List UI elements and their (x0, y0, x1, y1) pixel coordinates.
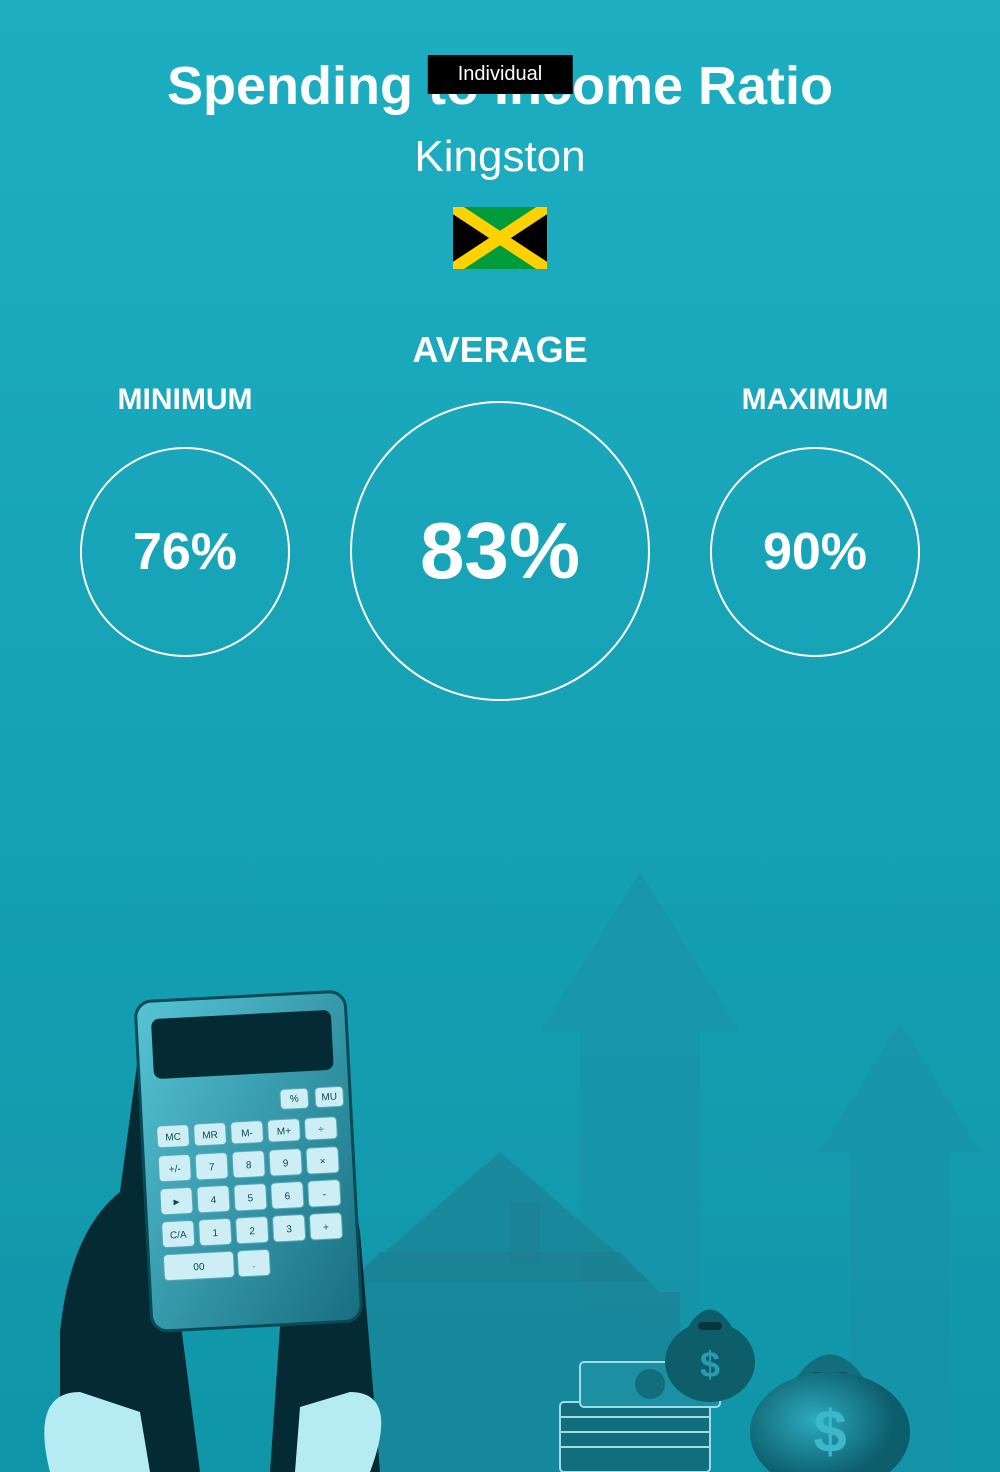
stat-minimum-circle: 76% (80, 447, 290, 657)
stat-maximum: MAXIMUM 90% (710, 329, 920, 657)
stat-average-circle: 83% (350, 401, 650, 701)
stat-maximum-circle: 90% (710, 447, 920, 657)
stat-minimum: MINIMUM 76% (80, 329, 290, 657)
svg-text:$: $ (813, 1398, 846, 1465)
svg-text:×: × (319, 1156, 326, 1167)
tab-individual[interactable]: Individual (428, 55, 573, 94)
svg-text:8: 8 (246, 1160, 253, 1171)
svg-text:M-: M- (241, 1128, 253, 1140)
svg-text:C/A: C/A (170, 1230, 188, 1242)
stat-average-value: 83% (420, 505, 580, 597)
stat-minimum-label: MINIMUM (118, 383, 253, 417)
svg-text:.: . (252, 1259, 255, 1270)
svg-text:00: 00 (193, 1262, 205, 1274)
svg-text:5: 5 (247, 1193, 254, 1204)
calculator-icon: %MU MCMRM-M+÷ +/-789× ►456- C/A123+ 00. (135, 991, 362, 1332)
stat-minimum-value: 76% (133, 522, 237, 582)
svg-text:M+: M+ (277, 1126, 292, 1138)
svg-text:►: ► (171, 1197, 181, 1209)
svg-text:6: 6 (284, 1191, 291, 1202)
stat-average-label: AVERAGE (412, 329, 587, 371)
svg-text:2: 2 (249, 1226, 256, 1237)
svg-text:4: 4 (210, 1195, 217, 1206)
svg-text:MU: MU (321, 1092, 337, 1104)
svg-text:1: 1 (212, 1228, 219, 1239)
stats-row: MINIMUM 76% AVERAGE 83% MAXIMUM 90% (0, 329, 1000, 701)
tab-label: Individual (458, 63, 543, 85)
svg-text:+: + (323, 1222, 330, 1233)
svg-text:9: 9 (283, 1158, 290, 1169)
svg-text:-: - (322, 1189, 326, 1200)
jamaica-flag-icon (453, 207, 547, 269)
svg-text:7: 7 (209, 1162, 216, 1173)
svg-text:%: % (290, 1094, 300, 1105)
svg-text:$: $ (700, 1344, 720, 1385)
city-name: Kingston (0, 132, 1000, 182)
stat-maximum-label: MAXIMUM (742, 383, 889, 417)
svg-text:+/-: +/- (169, 1164, 182, 1176)
svg-text:3: 3 (286, 1224, 293, 1235)
svg-text:MC: MC (165, 1132, 181, 1144)
stat-average: AVERAGE 83% (350, 329, 650, 701)
stat-maximum-value: 90% (763, 522, 867, 582)
svg-text:MR: MR (202, 1130, 218, 1142)
finance-illustration: $ $ (0, 832, 1000, 1472)
